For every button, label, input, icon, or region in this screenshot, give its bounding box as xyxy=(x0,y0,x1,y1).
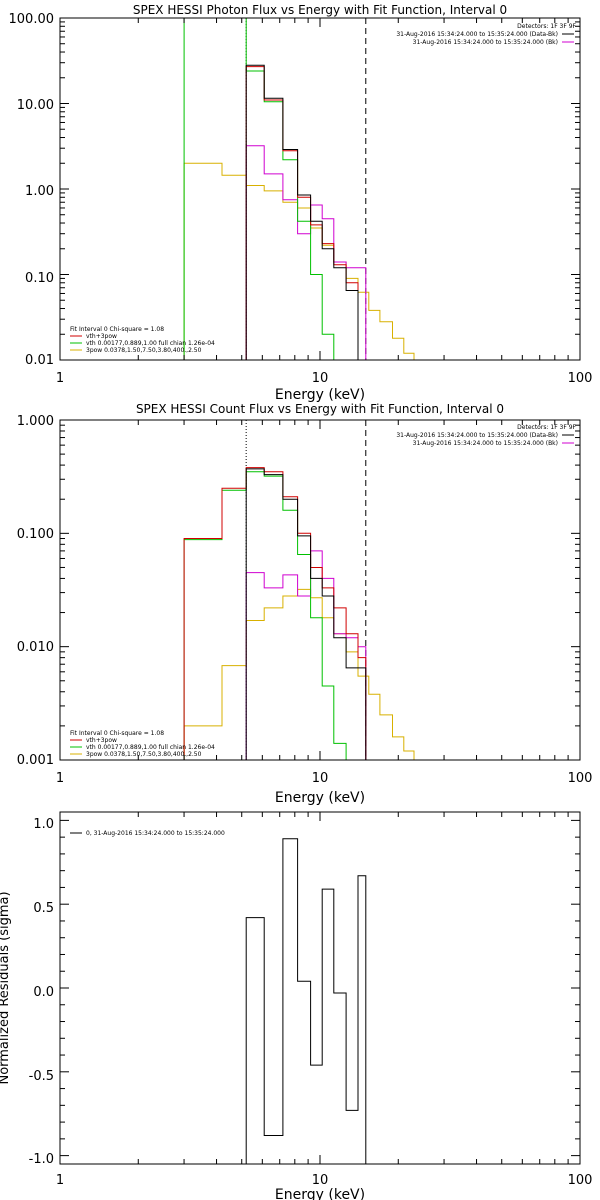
count-fit-legend-label: 3pow 0.0378,1.50,7.50,3.80,400.,2.50 xyxy=(86,751,202,758)
residuals-ytick-label: 0.5 xyxy=(33,901,54,916)
count-ytick-label: 0.010 xyxy=(17,640,54,655)
photon-series-layer xyxy=(183,17,415,361)
count-fit-legend-label: vth+3pow xyxy=(86,737,117,744)
series-3pow xyxy=(183,162,415,360)
count-xtick-label: 100 xyxy=(568,771,593,786)
photon-ytick-label: 10.00 xyxy=(17,98,54,113)
residuals-xtick-label: 1 xyxy=(56,1173,64,1188)
photon-xtick-label: 1 xyxy=(56,371,64,386)
series-3pow xyxy=(183,588,415,760)
photon-title: SPEX HESSI Photon Flux vs Energy with Fi… xyxy=(133,3,507,17)
count-ytick-label: 0.001 xyxy=(17,753,54,768)
count-detectors-label: Detectors: 1F 3F 9F xyxy=(517,424,576,431)
series-vth xyxy=(183,471,347,760)
count-bk-legend-label: 31-Aug-2016 15:34:24.000 to 15:35:24.000… xyxy=(413,440,558,447)
residuals-ytick-label: 0.0 xyxy=(33,985,54,1000)
count-data-legend-label: 31-Aug-2016 15:34:24.000 to 15:35:24.000… xyxy=(396,432,558,439)
photon-data-legend-label: 31-Aug-2016 15:34:24.000 to 15:35:24.000… xyxy=(396,31,558,38)
residuals-ytick-label: 1.0 xyxy=(33,817,54,832)
count-panel: SPEX HESSI Count Flux vs Energy with Fit… xyxy=(17,402,593,806)
photon-panel: SPEX HESSI Photon Flux vs Energy with Fi… xyxy=(9,3,593,403)
photon-ytick-label: 1.00 xyxy=(25,184,54,199)
photon-ytick-label: 100.00 xyxy=(9,12,55,27)
residuals-xaxis-label: Energy (keV) xyxy=(275,1187,365,1200)
photon-ticks-layer xyxy=(59,17,580,361)
photon-detectors-label: Detectors: 1F 3F 9F xyxy=(517,23,576,30)
residuals-ytick-label: -0.5 xyxy=(29,1069,54,1084)
residuals-plot-frame xyxy=(59,811,581,1165)
series-total xyxy=(245,64,359,360)
count-ticks-layer xyxy=(59,419,580,761)
photon-fit-legend-label: vth+3pow xyxy=(86,333,117,340)
photon-xtick-label: 100 xyxy=(568,371,593,386)
series-total xyxy=(245,838,367,1164)
series-total xyxy=(245,468,367,760)
count-ytick-label: 0.100 xyxy=(17,527,54,542)
photon-fit-legend-label: 3pow 0.0378,1.50,7.50,3.80,400.,2.50 xyxy=(86,347,202,354)
count-title: SPEX HESSI Count Flux vs Energy with Fit… xyxy=(136,402,504,416)
count-xtick-label: 10 xyxy=(312,771,329,786)
photon-ytick-label: 0.01 xyxy=(25,353,54,368)
count-series-layer xyxy=(183,420,415,760)
residuals-xtick-label: 100 xyxy=(568,1173,593,1188)
residuals-series-layer xyxy=(245,838,367,1164)
photon-fit-legend-label: Fit Interval 0 Chi-square = 1.08 xyxy=(70,326,164,333)
photon-bk-legend-label: 31-Aug-2016 15:34:24.000 to 15:35:24.000… xyxy=(413,39,558,46)
photon-plot-frame xyxy=(59,17,581,361)
photon-xtick-label: 10 xyxy=(312,371,329,386)
residuals-ticks-layer xyxy=(59,812,580,1164)
count-xtick-label: 1 xyxy=(56,771,64,786)
count-fit-legend-label: vth 0.00177,0.889,1.00 full chian 1.26e-… xyxy=(86,744,215,751)
residuals-legend-label: 0, 31-Aug-2016 15:34:24.000 to 15:35:24.… xyxy=(86,830,225,837)
series-vth_plus_3pow xyxy=(183,467,367,760)
count-xaxis-label: Energy (keV) xyxy=(275,790,365,806)
series-vth_plus_3pow xyxy=(245,66,359,360)
count-plot-frame xyxy=(59,419,581,761)
residuals-panel: -1.0 -0.5 0.0 0.5 1.0 1 10 100 Energy (k… xyxy=(0,811,593,1200)
photon-ytick-label: 0.10 xyxy=(25,271,54,286)
series-bk xyxy=(245,550,367,760)
series-vth xyxy=(183,17,347,361)
photon-fit-legend-label: vth 0.00177,0.889,1.00 full chian 1.26e-… xyxy=(86,340,215,347)
count-ytick-label: 1.000 xyxy=(17,414,54,429)
series-bk xyxy=(245,145,367,360)
residuals-yaxis-label: Normalized Residuals (sigma) xyxy=(0,891,12,1084)
count-fit-legend-label: Fit Interval 0 Chi-square = 1.08 xyxy=(70,730,164,737)
residuals-ytick-label: -1.0 xyxy=(29,1152,54,1167)
residuals-xtick-label: 10 xyxy=(312,1173,329,1188)
photon-xaxis-label: Energy (keV) xyxy=(275,387,365,403)
